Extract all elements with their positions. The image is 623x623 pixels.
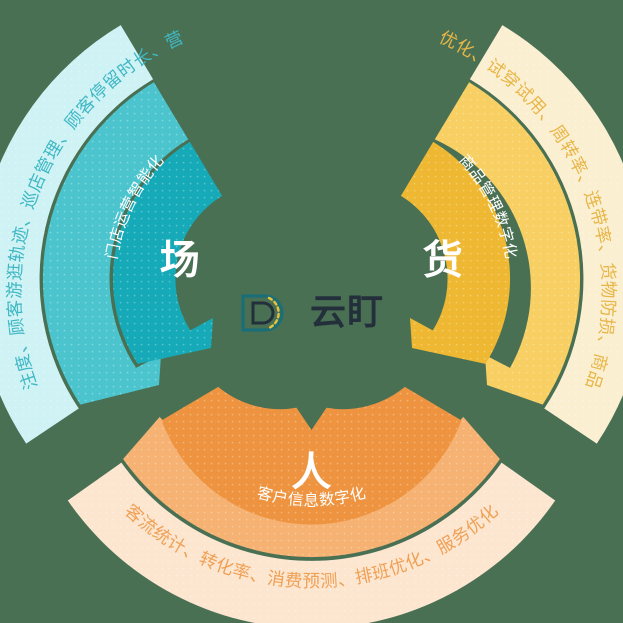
core-ring-group — [112, 141, 511, 525]
core-label-chang: 场 — [160, 239, 201, 283]
outer-ring-ren-texture — [67, 462, 556, 623]
outer-ring-group — [0, 25, 623, 623]
core-ring-chang-texture — [112, 141, 223, 364]
core-label-huo: 货 — [423, 239, 464, 283]
outer-ring-chang-texture — [0, 25, 154, 444]
core-ring-huo-texture — [400, 141, 511, 364]
mid-ring-group — [42, 82, 581, 558]
core-ring-ren-texture — [161, 386, 462, 525]
mid-ring-chang-texture — [42, 82, 189, 405]
mid-ring-huo-texture — [434, 82, 581, 405]
mid-ring-ren-texture — [123, 416, 500, 558]
core-label-ren: 人 — [291, 451, 332, 495]
outer-ring-huo-texture — [469, 25, 623, 444]
